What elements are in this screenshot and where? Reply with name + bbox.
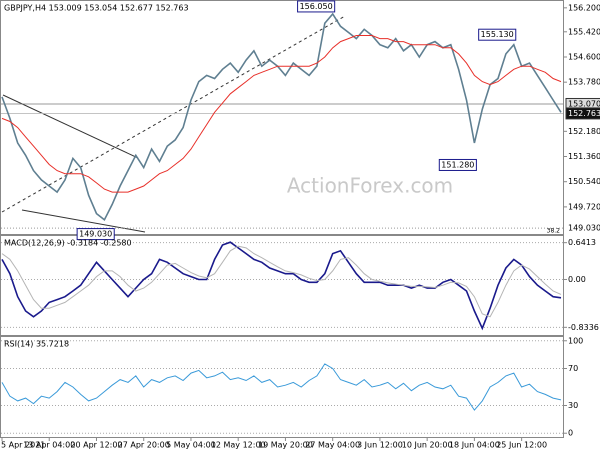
x-tick-label: 3 Jun 12:00 [357,441,403,450]
y-tick-label: 150.540 [568,177,600,186]
series-line [1,245,562,318]
y-tick-label: 155.420 [568,27,600,36]
y-tick-label: 151.360 [568,152,600,161]
y-tick-label: -0.8336 [568,323,599,332]
price-label: 152.763 [568,109,600,118]
label-box [565,107,600,120]
macd-panel [0,235,564,336]
y-tick-label: 70 [568,364,578,373]
y-tick-label: 154.600 [568,52,600,61]
panel-title: RSI(14) 35.7218 [4,340,69,349]
rsi-panel [0,336,564,438]
fib-label: 149.030 [568,224,600,233]
x-tick-label: 19 May 20:00 [258,441,313,450]
fib-ratio: 38.2 [547,228,561,235]
y-tick-label: 153.780 [568,78,600,87]
watermark: ActionForex.com [287,174,453,198]
price-label: 153.070 [568,99,600,108]
panel-title: GBPJPY,H4 153.009 153.054 152.677 152.76… [4,4,189,13]
x-tick-label: 13 Apr 04:00 [23,441,75,450]
x-tick-label: 12 May 12:00 [211,441,266,450]
y-tick-label: 156.200 [568,3,600,12]
series-line [1,35,562,193]
y-tick-label: 152.180 [568,127,600,136]
label-box [438,158,477,171]
y-tick-label: 0 [568,429,573,438]
label-box [297,0,336,13]
annotation: 151.280 [441,160,474,169]
y-tick-label: 0.00 [568,275,586,284]
annotation: 155.130 [481,30,514,39]
x-tick-label: 27 Apr 20:00 [118,441,170,450]
series-line [1,363,562,411]
x-tick-label: 5 Apr 2021 [1,441,45,450]
annotation: 149.030 [79,230,112,239]
label-box [76,228,115,241]
label-box [478,28,517,41]
y-tick-label: 0.6413 [568,238,596,247]
series-line [1,12,562,222]
annotation: 156.050 [300,2,333,11]
x-tick-label: 27 May 04:00 [305,441,360,450]
price-panel [0,0,564,235]
y-tick-label: 149.720 [568,202,600,211]
x-tick-label: 20 Apr 12:00 [70,441,122,450]
y-tick-label: 100 [568,336,583,345]
x-tick-label: 5 May 04:00 [166,441,216,450]
x-tick-label: 10 Jun 20:00 [402,441,453,450]
channel-line [2,94,139,159]
x-tick-label: 18 Jun 04:00 [449,441,500,450]
series-line [1,241,562,331]
x-tick-label: 25 Jun 12:00 [496,441,547,450]
panel-title: MACD(12,26,9) -0.3184 -0.2580 [4,239,132,248]
y-tick-label: 30 [568,401,578,410]
